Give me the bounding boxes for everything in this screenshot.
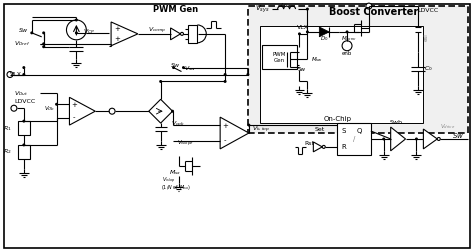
Bar xyxy=(260,26,423,123)
Text: $(1/N$ of $M_{sx})$: $(1/N$ of $M_{sx})$ xyxy=(161,183,191,192)
Text: $V_{Dref}$: $V_{Dref}$ xyxy=(14,39,30,48)
Text: Rst: Rst xyxy=(304,142,314,146)
Circle shape xyxy=(42,45,45,48)
Circle shape xyxy=(42,42,45,45)
Text: esl: esl xyxy=(424,33,429,41)
Text: PWM Gen: PWM Gen xyxy=(153,4,198,14)
Circle shape xyxy=(306,8,309,10)
Text: $L_0$: $L_0$ xyxy=(280,1,288,9)
Text: R: R xyxy=(342,144,346,150)
Text: $V_{cpk}$: $V_{cpk}$ xyxy=(171,120,185,130)
Circle shape xyxy=(415,138,418,140)
Text: Boost Converter: Boost Converter xyxy=(329,7,419,17)
Circle shape xyxy=(75,32,78,34)
Bar xyxy=(262,45,298,68)
Circle shape xyxy=(109,108,115,114)
Text: -: - xyxy=(73,114,76,120)
Bar xyxy=(189,25,197,43)
Text: LDVCC: LDVCC xyxy=(14,99,35,104)
Circle shape xyxy=(382,138,385,140)
Circle shape xyxy=(438,138,440,140)
Text: LDVCC: LDVCC xyxy=(418,8,439,12)
Text: $R_1$: $R_1$ xyxy=(3,124,12,132)
Text: VLX: VLX xyxy=(10,72,22,77)
Bar xyxy=(248,6,468,133)
Text: Sw: Sw xyxy=(298,67,305,72)
Text: +: + xyxy=(72,102,77,108)
Text: $D_0$: $D_0$ xyxy=(320,34,328,43)
Text: $V_{islope}$: $V_{islope}$ xyxy=(177,139,194,149)
Text: $V_{islop}$: $V_{islop}$ xyxy=(163,176,175,186)
Circle shape xyxy=(66,20,86,40)
Text: $Sw$: $Sw$ xyxy=(170,60,181,68)
Polygon shape xyxy=(149,99,173,123)
Text: +: + xyxy=(114,36,120,42)
Circle shape xyxy=(181,32,183,35)
Text: $Sw$: $Sw$ xyxy=(18,26,29,34)
Circle shape xyxy=(224,80,227,83)
Circle shape xyxy=(22,73,25,76)
Text: On-Chip: On-Chip xyxy=(323,116,351,122)
Text: $M_{sx}$: $M_{sx}$ xyxy=(169,168,182,177)
Circle shape xyxy=(22,120,25,122)
Circle shape xyxy=(42,32,45,34)
Circle shape xyxy=(346,30,348,33)
Text: $Sw$: $Sw$ xyxy=(452,132,464,140)
Circle shape xyxy=(246,73,249,76)
Polygon shape xyxy=(220,117,249,149)
Circle shape xyxy=(55,103,58,106)
Polygon shape xyxy=(111,22,138,46)
Text: $R_2$: $R_2$ xyxy=(3,148,12,156)
Text: Q: Q xyxy=(356,128,362,134)
Circle shape xyxy=(22,66,25,69)
Circle shape xyxy=(366,3,372,9)
Polygon shape xyxy=(313,142,322,152)
Bar xyxy=(18,145,30,159)
Polygon shape xyxy=(423,129,438,149)
Circle shape xyxy=(306,30,309,33)
Circle shape xyxy=(247,124,250,126)
Bar xyxy=(18,121,30,135)
Polygon shape xyxy=(391,127,406,151)
Polygon shape xyxy=(319,27,329,37)
Text: PWM: PWM xyxy=(273,52,286,57)
Text: S: S xyxy=(342,128,346,134)
Circle shape xyxy=(298,32,301,35)
Circle shape xyxy=(171,110,174,113)
Text: Set: Set xyxy=(314,126,324,132)
Text: /: / xyxy=(353,136,355,142)
Polygon shape xyxy=(70,97,95,125)
Text: $V_{k,top}$: $V_{k,top}$ xyxy=(252,125,270,135)
Circle shape xyxy=(172,66,175,69)
Circle shape xyxy=(224,73,227,76)
Circle shape xyxy=(11,105,17,111)
Text: $V_{sys}$: $V_{sys}$ xyxy=(255,3,270,15)
Polygon shape xyxy=(171,28,181,40)
Text: enb: enb xyxy=(342,51,352,56)
Text: $V_{drive}$: $V_{drive}$ xyxy=(440,122,456,130)
Text: $V_{sw}$: $V_{sw}$ xyxy=(184,64,196,73)
Text: $M_{conv}$: $M_{conv}$ xyxy=(341,34,357,43)
Circle shape xyxy=(22,144,25,146)
Circle shape xyxy=(30,32,33,34)
Text: $M_{sw}$: $M_{sw}$ xyxy=(311,55,323,64)
Circle shape xyxy=(342,41,352,51)
Text: $V_{comp}$: $V_{comp}$ xyxy=(148,26,166,36)
Text: $V_{Dut}$: $V_{Dut}$ xyxy=(14,89,28,98)
Circle shape xyxy=(7,72,13,78)
Text: Swb: Swb xyxy=(390,120,403,124)
Text: +: + xyxy=(222,123,228,129)
Text: $C_0$: $C_0$ xyxy=(424,64,433,73)
Text: VLX: VLX xyxy=(296,26,309,30)
Circle shape xyxy=(182,66,185,69)
Circle shape xyxy=(159,80,162,83)
Bar xyxy=(337,123,371,155)
Text: $V_{CP}$: $V_{CP}$ xyxy=(83,28,95,36)
Circle shape xyxy=(75,18,78,22)
Text: -: - xyxy=(224,137,227,143)
Circle shape xyxy=(322,146,325,148)
Text: $V_{Ob}$: $V_{Ob}$ xyxy=(44,104,55,113)
Text: Gen: Gen xyxy=(274,58,285,63)
Text: +: + xyxy=(114,26,120,32)
